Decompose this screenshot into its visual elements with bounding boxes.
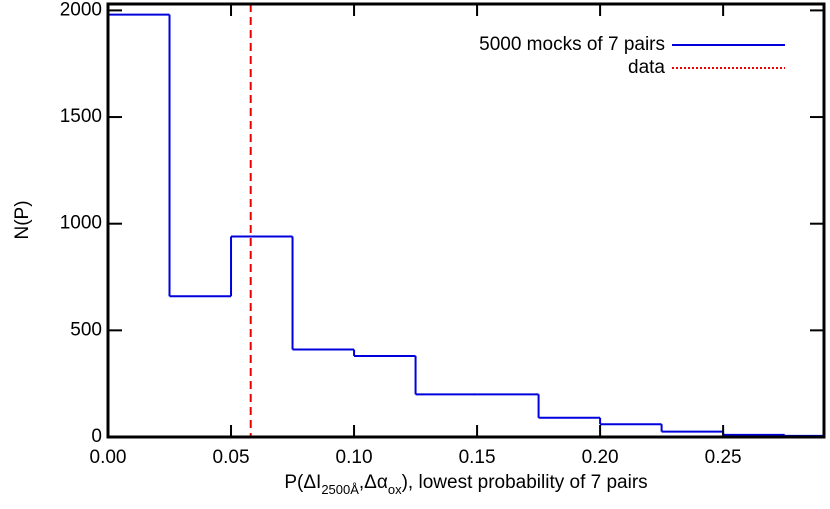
y-tick-label: 2000 — [60, 0, 102, 20]
x-label-sub: 2500Å — [321, 482, 359, 497]
x-axis-label: P(ΔI2500Å,Δαox), lowest probability of 7… — [284, 472, 647, 497]
x-label-part: ,Δα — [359, 472, 388, 493]
x-label-part: P(ΔI — [284, 472, 321, 493]
x-tick-label: 0.00 — [90, 447, 127, 468]
x-tick-label: 0.20 — [582, 447, 619, 468]
x-label-sub: ox — [388, 482, 402, 497]
x-tick-label: 0.05 — [213, 447, 250, 468]
y-tick-label: 1500 — [60, 106, 102, 127]
x-tick-label: 0.25 — [705, 447, 742, 468]
x-label-part: ), lowest probability of 7 pairs — [402, 472, 648, 493]
legend-label: 5000 mocks of 7 pairs — [479, 34, 665, 55]
legend-label: data — [628, 57, 665, 78]
y-tick-label: 500 — [70, 319, 102, 340]
y-tick-label: 0 — [91, 426, 102, 447]
x-tick-label: 0.15 — [459, 447, 496, 468]
frame — [106, 2, 826, 439]
plot-area — [108, 4, 824, 437]
y-axis-label: N(P) — [12, 200, 33, 239]
x-tick-label: 0.10 — [336, 447, 373, 468]
y-tick-label: 1000 — [60, 213, 102, 234]
